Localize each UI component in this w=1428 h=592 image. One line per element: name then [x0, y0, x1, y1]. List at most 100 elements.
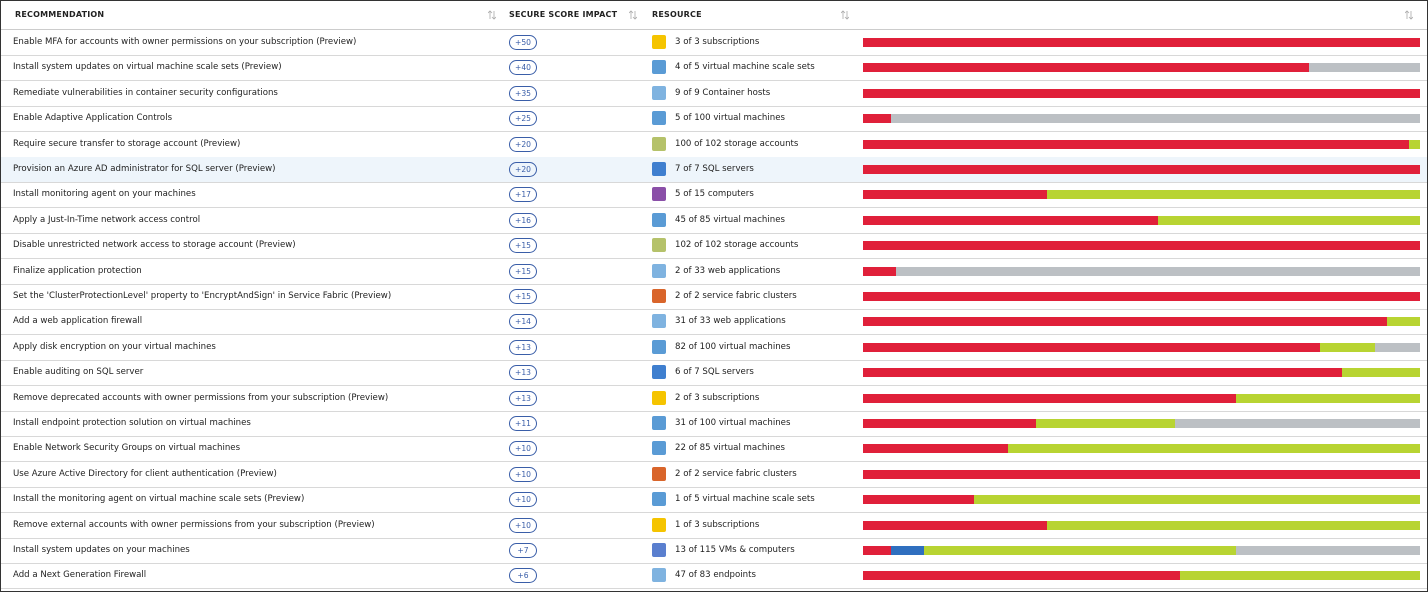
bar-segment [863, 495, 975, 505]
recommendation[interactable]: Apply a Just-In-Time network access cont… [13, 214, 201, 225]
resource: 7 of 7 SQL servers [675, 164, 754, 174]
bar-segment [863, 368, 1343, 378]
bar-segment [863, 393, 1237, 403]
sort-icon[interactable] [841, 10, 849, 20]
recommendation[interactable]: Enable Adaptive Application Controls [13, 113, 173, 124]
resource: 9 of 9 Container hosts [675, 87, 771, 98]
table-row[interactable]: Remediate vulnerabilities in container s… [1, 81, 1427, 107]
impact-badge: +16 [509, 212, 537, 228]
resource-icon [652, 238, 666, 253]
progress-bar [863, 190, 1420, 200]
progress-bar [863, 368, 1420, 378]
recommendation[interactable]: Require secure transfer to storage accou… [13, 138, 241, 149]
recommendation[interactable]: Add a web application firewall [13, 316, 143, 327]
recommendation[interactable]: Provision an Azure AD administrator for … [13, 164, 276, 174]
table-row[interactable]: Install system updates on your machines +… [1, 538, 1427, 564]
table-row[interactable]: Enable MFA for accounts with owner permi… [1, 30, 1427, 56]
progress-bar [863, 495, 1420, 505]
sort-icon[interactable] [1405, 10, 1413, 20]
column-header[interactable]: RESOURCE [652, 10, 702, 19]
table-row[interactable]: Require secure transfer to storage accou… [1, 132, 1427, 158]
bar-segment [924, 546, 1237, 555]
resource: 45 of 85 virtual machines [675, 214, 785, 225]
recommendation[interactable]: Enable Network Security Groups on virtua… [13, 443, 241, 454]
recommendation[interactable]: Install system updates on your machines [13, 545, 190, 555]
bar-segment [863, 241, 1420, 251]
progress-bar [863, 546, 1420, 555]
table-row[interactable]: Add a web application firewall +14 31 of 3… [1, 309, 1427, 336]
table-row[interactable]: Apply a Just-In-Time network access cont… [1, 208, 1427, 234]
recommendation[interactable]: Install system updates on virtual machin… [13, 62, 282, 73]
resource-icon [652, 60, 666, 75]
recommendation[interactable]: Add a Next Generation Firewall [13, 570, 147, 581]
bar-segment [863, 419, 1036, 428]
progress-bar [863, 114, 1420, 124]
recommendation[interactable]: Use Azure Active Directory for client au… [13, 468, 277, 479]
impact-badge: +40 [509, 60, 537, 76]
table-row[interactable]: Enable Network Security Groups on virtua… [1, 436, 1427, 463]
progress-bar [863, 419, 1420, 428]
progress-bar [863, 342, 1420, 352]
recommendation[interactable]: Remove deprecated accounts with owner pe… [13, 392, 389, 403]
resource-icon [652, 568, 666, 583]
table-row[interactable]: Enable auditing on SQL server +13 6 of 7 S… [1, 360, 1427, 387]
table-row[interactable]: Use Azure Active Directory for client au… [1, 462, 1427, 488]
bar-segment [863, 114, 891, 124]
recommendation[interactable]: Install the monitoring agent on virtual … [13, 494, 305, 505]
progress-bar [863, 571, 1420, 581]
recommendation[interactable]: Remove external accounts with owner perm… [13, 519, 375, 530]
bar-segment [863, 88, 1420, 98]
table-row[interactable]: Install system updates on virtual machin… [1, 55, 1427, 82]
recommendation[interactable]: Set the 'ClusterProtectionLevel' propert… [13, 291, 392, 301]
recommendation[interactable]: Install monitoring agent on your machine… [13, 189, 196, 200]
recommendation[interactable]: Disable unrestricted network access to s… [13, 240, 296, 251]
column-header[interactable]: SECURE SCORE IMPACT [509, 10, 618, 19]
table-row[interactable]: Install endpoint protection solution on … [1, 411, 1427, 437]
table-row[interactable]: Finalize application protection +15 2 of 3… [1, 259, 1427, 285]
impact-badge: +20 [509, 162, 537, 177]
column-header[interactable]: RECOMMENDATION [15, 10, 105, 19]
recommendation[interactable]: Enable auditing on SQL server [13, 367, 144, 378]
resource-icon [652, 390, 666, 405]
table-row[interactable]: Install the monitoring agent on virtual … [1, 487, 1427, 514]
bar-segment [1180, 571, 1420, 581]
table-row[interactable]: Remove deprecated accounts with owner pe… [1, 386, 1427, 412]
recommendation[interactable]: Apply disk encryption on your virtual ma… [13, 341, 216, 352]
impact-badge: +15 [509, 263, 537, 279]
sort-icon[interactable] [488, 10, 496, 20]
table-header: RECOMMENDATION SECURE SCORE IMPACT RESOU… [1, 1, 1427, 30]
bar-segment [1408, 139, 1420, 149]
recommendation[interactable]: Remediate vulnerabilities in container s… [13, 87, 278, 98]
bar-segment [1046, 520, 1420, 530]
bar-segment [863, 266, 897, 276]
resource: 22 of 85 virtual machines [675, 443, 785, 454]
bar-segment [863, 469, 1420, 479]
bar-segment [863, 520, 1047, 530]
bar-segment [863, 292, 1420, 301]
resource-icon [652, 111, 666, 126]
table-row[interactable]: Install monitoring agent on your machine… [1, 182, 1427, 209]
bar-segment [863, 190, 1047, 200]
recommendation[interactable]: Install endpoint protection solution on … [13, 418, 251, 428]
progress-bar [863, 469, 1420, 479]
resource: 5 of 15 computers [675, 189, 754, 200]
resource-icon [652, 441, 666, 456]
bar-segment [1158, 215, 1420, 225]
table-row[interactable]: Add a Next Generation Firewall +6 47 of 83… [1, 563, 1427, 590]
resource-icon [652, 517, 666, 532]
resource-icon [652, 365, 666, 380]
table-row[interactable]: Set the 'ClusterProtectionLevel' propert… [1, 284, 1427, 310]
progress-bar [863, 393, 1420, 403]
table-row[interactable]: Apply disk encryption on your virtual ma… [1, 335, 1427, 361]
table-row[interactable]: Disable unrestricted network access to s… [1, 233, 1427, 260]
table-row[interactable]: Provision an Azure AD administrator for … [1, 157, 1427, 183]
resource: 82 of 100 virtual machines [675, 341, 791, 352]
recommendation[interactable]: Finalize application protection [13, 265, 142, 276]
sort-icon[interactable] [629, 10, 637, 20]
recommendation[interactable]: Enable MFA for accounts with owner permi… [13, 37, 357, 47]
table-row[interactable]: Remove external accounts with owner perm… [1, 513, 1427, 539]
resource-icon [652, 136, 666, 151]
table-row[interactable]: Enable Adaptive Application Controls +25 5… [1, 106, 1427, 133]
impact-badge: +25 [509, 111, 537, 127]
resource: 100 of 102 storage accounts [675, 138, 799, 149]
